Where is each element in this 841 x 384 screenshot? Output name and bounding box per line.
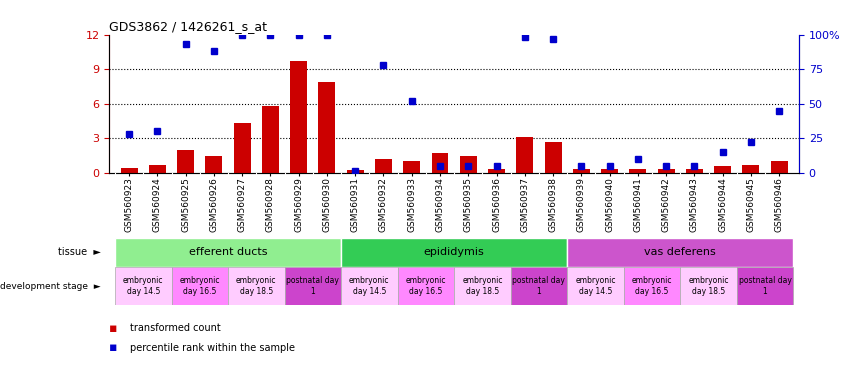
Text: transformed count: transformed count [130,323,221,333]
Text: GDS3862 / 1426261_s_at: GDS3862 / 1426261_s_at [109,20,267,33]
Bar [601,169,618,173]
Text: percentile rank within the sample: percentile rank within the sample [130,343,295,353]
Bar [115,267,172,305]
Bar [488,169,505,173]
Bar [149,165,166,173]
Bar [177,150,194,173]
Text: embryonic
day 14.5: embryonic day 14.5 [123,276,163,296]
Bar [341,238,567,267]
Bar [510,267,567,305]
Text: embryonic
day 16.5: embryonic day 16.5 [632,276,672,296]
Bar [341,267,398,305]
Bar [115,238,341,267]
Text: ▪: ▪ [109,322,118,335]
Text: embryonic
day 14.5: embryonic day 14.5 [575,276,616,296]
Text: postnatal day
1: postnatal day 1 [512,276,565,296]
Bar [567,238,793,267]
Bar [262,106,279,173]
Bar [172,267,228,305]
Text: embryonic
day 18.5: embryonic day 18.5 [236,276,277,296]
Bar [234,123,251,173]
Text: embryonic
day 16.5: embryonic day 16.5 [405,276,446,296]
Bar [545,142,562,173]
Text: epididymis: epididymis [424,247,484,258]
Text: postnatal day
1: postnatal day 1 [287,276,339,296]
Text: efferent ducts: efferent ducts [188,247,267,258]
Bar [398,267,454,305]
Bar [629,169,647,173]
Bar [624,267,680,305]
Bar [658,169,674,173]
Text: ▪: ▪ [109,341,118,354]
Bar [290,61,307,173]
Bar [284,267,341,305]
Text: development stage  ►: development stage ► [0,281,101,291]
Bar [120,168,138,173]
Bar [228,267,284,305]
Text: postnatal day
1: postnatal day 1 [738,276,791,296]
Bar [680,267,737,305]
Bar [516,137,533,173]
Bar [460,156,477,173]
Bar [375,159,392,173]
Bar [770,161,788,173]
Bar [714,166,731,173]
Bar [404,161,420,173]
Bar [454,267,510,305]
Text: embryonic
day 14.5: embryonic day 14.5 [349,276,389,296]
Text: tissue  ►: tissue ► [58,247,101,258]
Bar [567,267,624,305]
Text: embryonic
day 18.5: embryonic day 18.5 [463,276,503,296]
Text: vas deferens: vas deferens [644,247,717,258]
Text: embryonic
day 16.5: embryonic day 16.5 [179,276,220,296]
Bar [205,156,222,173]
Bar [743,165,759,173]
Text: embryonic
day 18.5: embryonic day 18.5 [688,276,729,296]
Bar [346,170,363,173]
Bar [737,267,793,305]
Bar [686,169,703,173]
Bar [431,153,448,173]
Bar [319,82,336,173]
Bar [573,169,590,173]
